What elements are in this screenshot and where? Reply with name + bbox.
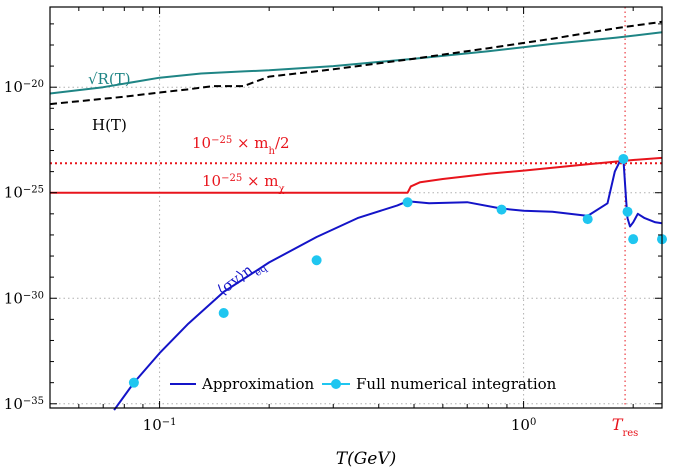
series-line-approx — [113, 158, 663, 411]
sqrt-r-label: √R(T) — [88, 70, 131, 88]
legend: Approximation Full numerical integration — [170, 375, 557, 393]
data-point — [311, 255, 322, 266]
numerical-points — [128, 153, 667, 388]
series-line-mchi — [50, 156, 663, 194]
y-tick-label: 10−30 — [4, 289, 44, 307]
series-line-H — [49, 20, 663, 106]
y-tick-label: 10−20 — [4, 78, 44, 96]
mchi-label: 10−25 × mχ — [202, 172, 285, 195]
hubble-label: H(T) — [92, 116, 127, 134]
data-point — [218, 308, 229, 319]
x-tick-label: 100 — [511, 416, 536, 434]
data-point — [628, 234, 639, 245]
sigma-v-label: ⟨σv⟩neq — [214, 253, 270, 303]
plot-frame — [49, 6, 663, 409]
y-tick-label: 10−35 — [4, 395, 44, 413]
legend-label-numerical: Full numerical integration — [356, 375, 557, 393]
data-point — [618, 153, 629, 164]
legend-marker-numerical — [331, 379, 341, 389]
annotations: √R(T) H(T) 10−25 × mh/2 10−25 × mχ ⟨σv⟩neq — [88, 70, 290, 303]
axes: 10−1 100 Tres 10−20 10−25 10−30 10−35 — [4, 6, 663, 439]
data-point — [622, 206, 633, 217]
data-point — [496, 204, 507, 215]
data-point — [402, 197, 413, 208]
x-tick-label: 10−1 — [143, 416, 177, 434]
y-tick-label: 10−25 — [4, 184, 44, 202]
data-point — [128, 377, 139, 388]
series-lines — [49, 20, 663, 411]
tres-tick-label: Tres — [612, 415, 639, 439]
data-point — [582, 214, 593, 225]
x-axis-label: T(GeV) — [336, 449, 397, 469]
series-line-sqrtR — [49, 31, 663, 95]
mh-half-label: 10−25 × mh/2 — [192, 134, 290, 157]
legend-label-approximation: Approximation — [201, 375, 315, 393]
